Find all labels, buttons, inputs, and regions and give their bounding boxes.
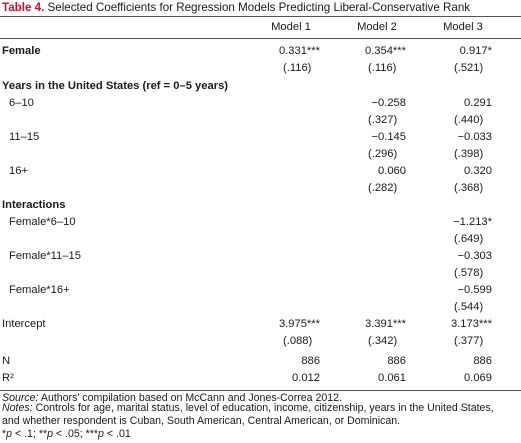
table-title: Table 4. Selected Coefficients for Regre… <box>2 1 470 14</box>
stat-m1: 0.012 <box>292 372 320 384</box>
se-m3: (.578) <box>454 267 484 279</box>
row-label: 11–15 <box>9 131 40 143</box>
section-label: Years in the United States (ref = 0–5 ye… <box>2 80 229 92</box>
table-row-female-se: (.116) (.116) (.521) <box>0 62 521 79</box>
header-rule <box>0 38 521 39</box>
coef-m2: 3.391*** <box>364 318 406 330</box>
col-header-model-1: Model 1 <box>271 21 311 33</box>
se-m1: (.088) <box>283 335 313 347</box>
source-label: Source: <box>2 392 39 404</box>
table-row-female-6-10-se: (.649) <box>0 233 521 250</box>
section-label: Interactions <box>2 199 66 211</box>
source-text: Authors’ compilation based on McCann and… <box>38 392 342 404</box>
stat-m3: 886 <box>473 355 492 367</box>
se-m3: (.649) <box>454 233 484 245</box>
row-label: Female*11–15 <box>9 250 81 262</box>
table-row-female: Female 0.331*** 0.354*** 0.917* <box>0 45 521 62</box>
se-m2: (.116) <box>368 62 397 74</box>
se-m3: (.521) <box>454 62 484 74</box>
table-row-n: N 886 886 886 <box>0 355 521 372</box>
table-row-intercept: Intercept 3.975*** 3.391*** 3.173*** <box>0 318 521 335</box>
se-m3: (.377) <box>454 335 484 347</box>
coef-m1: 3.975*** <box>278 318 320 330</box>
se-m3: (.368) <box>454 182 484 194</box>
row-label: Female*6–10 <box>9 216 76 228</box>
coef-m3: 3.173*** <box>450 318 492 330</box>
table-row-female-16-plus-se: (.544) <box>0 301 521 318</box>
se-m1: (.116) <box>283 62 312 74</box>
se-m2: (.296) <box>368 148 398 160</box>
col-header-model-3: Model 3 <box>443 21 483 33</box>
coef-m3: 0.291 <box>464 97 492 109</box>
coef-m3: −1.213* <box>453 216 492 228</box>
row-label: N <box>2 355 11 367</box>
row-label: R² <box>2 372 14 384</box>
table-row-r2: R² 0.012 0.061 0.069 <box>0 372 521 389</box>
table-row-16-plus: 16+ 0.060 0.320 <box>0 165 521 182</box>
table-label: Table 4. <box>2 1 45 14</box>
table-row-16-plus-se: (.282) (.368) <box>0 182 521 199</box>
se-m3: (.398) <box>454 148 484 160</box>
stat-m3: 0.069 <box>464 372 492 384</box>
coef-m2: −0.145 <box>371 131 406 143</box>
table-row-11-15-se: (.296) (.398) <box>0 148 521 165</box>
coef-m3: 0.320 <box>464 165 492 177</box>
table-row-11-15: 11–15 −0.145 −0.033 <box>0 131 521 148</box>
se-m2: (.327) <box>368 114 398 126</box>
coef-m3: −0.033 <box>457 131 492 143</box>
table-row-female-11-15: Female*11–15 −0.303 <box>0 250 521 267</box>
coef-m3: −0.599 <box>457 284 492 296</box>
se-m3: (.544) <box>454 301 484 313</box>
notes-text-1: Controls for age, marital status, level … <box>32 402 494 414</box>
se-m2: (.282) <box>368 182 398 194</box>
significance-text: *p < .1; **p < .05; ***p < .01 <box>2 428 131 440</box>
row-label: 16+ <box>9 165 28 177</box>
notes-line-1: Notes: Controls for age, marital status,… <box>2 402 494 414</box>
table-row-years-header: Years in the United States (ref = 0–5 ye… <box>0 80 521 97</box>
coef-m2: 0.354*** <box>364 45 406 57</box>
col-header-model-2: Model 2 <box>357 21 397 33</box>
table-row-interactions-header: Interactions <box>0 199 521 216</box>
header-row: Model 1 Model 2 Model 3 <box>0 21 521 38</box>
notes-label: Notes: <box>2 402 33 414</box>
significance-note: *p < .1; **p < .05; ***p < .01 <box>2 428 131 440</box>
notes-text-2: and whether respondent is Cuban, South A… <box>2 415 401 427</box>
table-row-female-6-10: Female*6–10 −1.213* <box>0 216 521 233</box>
coef-m1: 0.331*** <box>278 45 320 57</box>
stat-m1: 886 <box>301 355 320 367</box>
coef-m2: −0.258 <box>371 97 406 109</box>
table-row-female-11-15-se: (.578) <box>0 267 521 284</box>
table-row-intercept-se: (.088) (.342) (.377) <box>0 335 521 352</box>
row-label: Intercept <box>2 318 46 330</box>
top-rule <box>0 16 521 17</box>
row-label: 6–10 <box>9 97 34 109</box>
table-caption: Selected Coefficients for Regression Mod… <box>47 1 471 14</box>
row-label: Female*16+ <box>9 284 70 296</box>
se-m2: (.342) <box>368 335 398 347</box>
table-row-6-10-se: (.327) (.440) <box>0 114 521 131</box>
table-row-6-10: 6–10 −0.258 0.291 <box>0 97 521 114</box>
notes-line-2: and whether respondent is Cuban, South A… <box>2 415 400 427</box>
coef-m2: 0.060 <box>378 165 406 177</box>
stat-m2: 886 <box>387 355 406 367</box>
source-note: Source: Authors’ compilation based on Mc… <box>2 392 342 404</box>
coef-m3: −0.303 <box>457 250 492 262</box>
se-m3: (.440) <box>454 114 484 126</box>
stat-m2: 0.061 <box>378 372 406 384</box>
row-label: Female <box>2 45 41 57</box>
coef-m3: 0.917* <box>459 45 492 57</box>
bottom-rule <box>0 390 521 391</box>
table-row-female-16-plus: Female*16+ −0.599 <box>0 284 521 301</box>
